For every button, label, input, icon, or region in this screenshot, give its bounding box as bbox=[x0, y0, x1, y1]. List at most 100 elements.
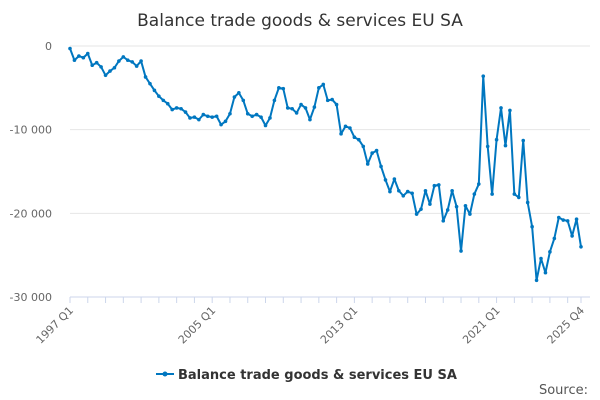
data-point bbox=[143, 75, 148, 79]
data-point bbox=[392, 177, 397, 181]
data-point bbox=[365, 162, 370, 166]
data-point bbox=[72, 58, 77, 63]
data-point bbox=[401, 193, 406, 198]
data-point bbox=[174, 106, 179, 110]
data-point bbox=[490, 192, 494, 196]
data-point bbox=[99, 65, 103, 69]
data-point bbox=[521, 138, 526, 143]
data-point bbox=[321, 82, 326, 87]
data-point bbox=[161, 98, 166, 103]
data-point bbox=[508, 108, 512, 113]
data-point bbox=[561, 218, 566, 222]
data-point bbox=[570, 234, 574, 238]
data-point bbox=[445, 208, 450, 212]
data-point bbox=[579, 245, 583, 249]
data-point bbox=[272, 98, 277, 103]
data-point bbox=[499, 106, 503, 110]
data-point bbox=[556, 215, 561, 220]
data-point bbox=[223, 119, 228, 124]
data-point bbox=[543, 270, 548, 275]
data-point bbox=[170, 107, 174, 112]
data-point bbox=[134, 64, 139, 68]
data-point bbox=[81, 55, 86, 60]
data-point bbox=[188, 116, 192, 120]
data-point bbox=[343, 124, 348, 129]
data-point bbox=[250, 114, 254, 119]
data-point bbox=[228, 111, 232, 116]
x-tick-label: 2005 Q1 bbox=[176, 304, 219, 347]
data-point bbox=[139, 59, 143, 63]
x-tick-label: 2025 Q4 bbox=[545, 304, 588, 347]
data-point bbox=[423, 188, 428, 193]
data-point bbox=[165, 101, 170, 106]
legend-marker bbox=[162, 371, 168, 377]
legend-item[interactable]: Balance trade goods & services EU SA bbox=[156, 368, 457, 383]
data-point bbox=[503, 143, 508, 148]
data-point bbox=[285, 106, 290, 110]
data-point bbox=[463, 204, 468, 208]
data-point bbox=[397, 188, 401, 193]
data-point bbox=[428, 202, 432, 206]
data-point bbox=[152, 88, 157, 93]
data-point bbox=[472, 192, 477, 196]
data-point bbox=[210, 115, 214, 119]
data-point bbox=[77, 54, 81, 58]
data-point bbox=[565, 219, 570, 223]
data-point bbox=[205, 114, 210, 119]
data-point bbox=[85, 51, 90, 56]
data-point bbox=[357, 137, 361, 142]
data-point bbox=[419, 207, 423, 211]
data-point bbox=[277, 86, 281, 90]
data-point bbox=[334, 102, 339, 107]
data-point bbox=[352, 135, 357, 139]
data-point bbox=[192, 115, 197, 119]
data-point bbox=[317, 86, 321, 90]
data-point bbox=[512, 192, 517, 196]
data-point bbox=[312, 105, 317, 109]
x-tick-label: 2013 Q1 bbox=[318, 304, 361, 347]
data-point bbox=[539, 256, 543, 261]
data-point bbox=[432, 183, 437, 188]
data-point bbox=[450, 188, 454, 193]
data-point bbox=[405, 189, 410, 194]
data-point bbox=[112, 65, 117, 70]
data-point bbox=[468, 212, 472, 216]
data-point bbox=[290, 106, 294, 111]
data-point bbox=[197, 117, 201, 122]
data-point bbox=[374, 148, 379, 153]
data-point bbox=[308, 117, 312, 122]
source-label: Source: bbox=[539, 383, 588, 398]
data-point bbox=[494, 137, 499, 142]
data-point bbox=[148, 81, 152, 86]
data-point bbox=[437, 183, 441, 187]
data-point bbox=[534, 278, 539, 283]
data-point bbox=[339, 132, 343, 136]
legend-label: Balance trade goods & services EU SA bbox=[178, 368, 457, 383]
data-point bbox=[388, 189, 392, 194]
data-point bbox=[103, 73, 108, 78]
data-point bbox=[370, 151, 374, 155]
data-point bbox=[214, 114, 219, 119]
y-tick-label: -10 000 bbox=[10, 124, 52, 137]
data-point bbox=[410, 191, 414, 196]
data-point bbox=[330, 97, 334, 102]
data-point bbox=[108, 69, 112, 73]
data-point bbox=[379, 164, 383, 169]
data-point bbox=[552, 236, 557, 241]
data-point bbox=[254, 112, 259, 117]
data-point bbox=[477, 182, 481, 186]
data-point bbox=[157, 94, 161, 98]
data-point bbox=[459, 249, 463, 253]
data-point bbox=[281, 86, 286, 91]
data-point bbox=[441, 219, 446, 223]
data-point bbox=[303, 106, 308, 110]
data-point bbox=[130, 60, 135, 64]
data-point bbox=[454, 204, 459, 209]
data-point bbox=[574, 217, 579, 221]
data-point bbox=[548, 250, 552, 254]
data-point bbox=[481, 74, 486, 78]
data-point bbox=[361, 144, 366, 149]
data-point bbox=[325, 98, 330, 103]
